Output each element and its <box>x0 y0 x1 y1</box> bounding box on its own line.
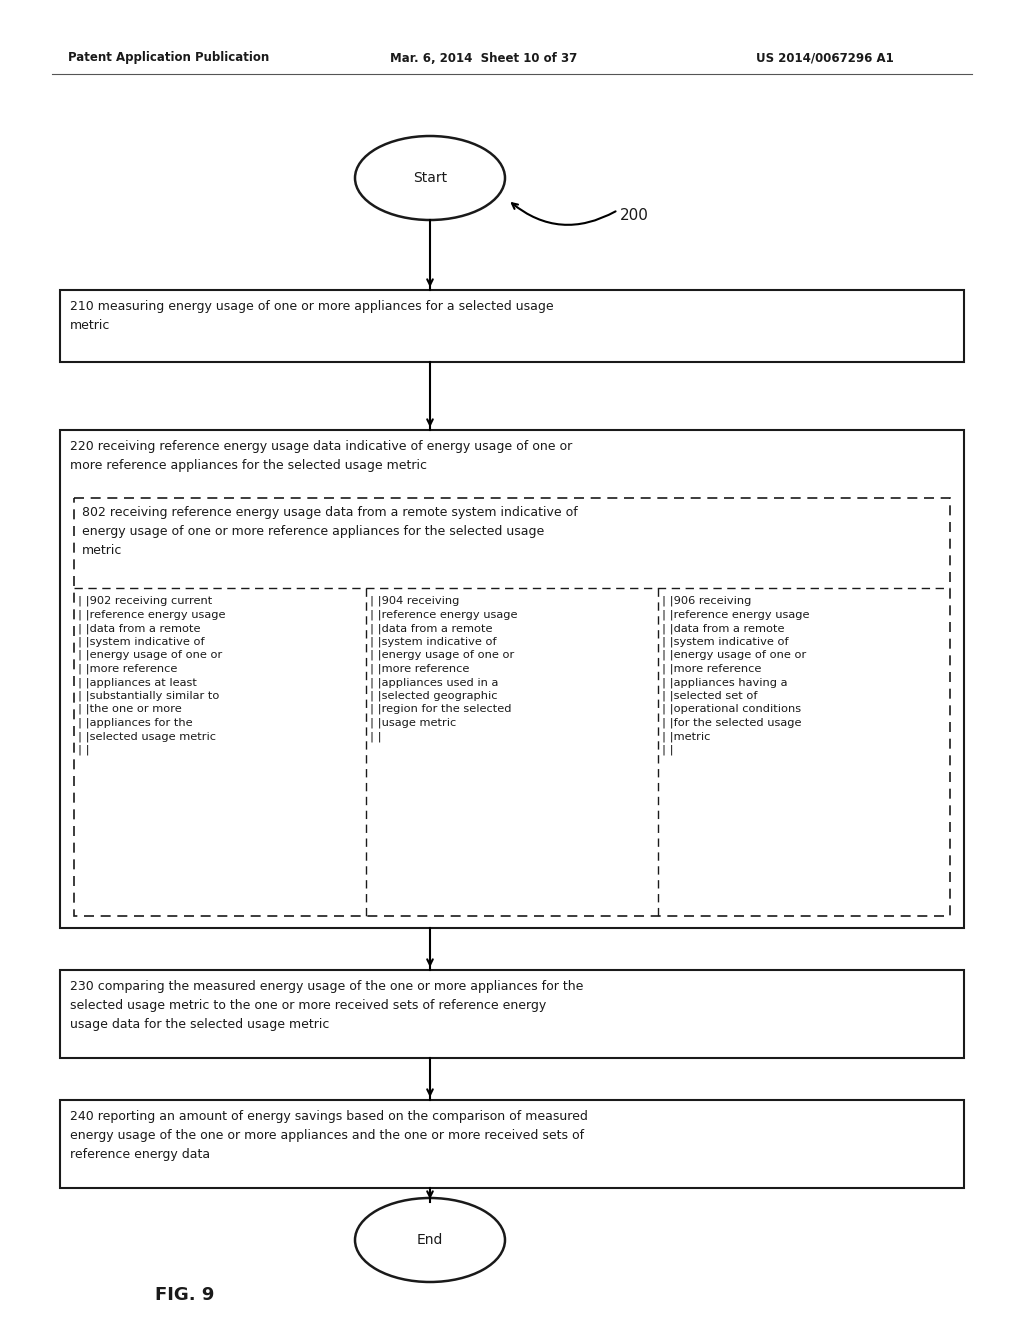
Text: | |operational conditions: | |operational conditions <box>662 704 801 714</box>
Text: | |data from a remote: | |data from a remote <box>370 623 493 634</box>
Text: 802 receiving reference energy usage data from a remote system indicative of
ene: 802 receiving reference energy usage dat… <box>82 506 578 557</box>
Text: | |902 receiving current: | |902 receiving current <box>78 597 212 606</box>
Text: | |more reference: | |more reference <box>370 664 469 675</box>
Text: 230 comparing the measured energy usage of the one or more appliances for the
se: 230 comparing the measured energy usage … <box>70 979 584 1031</box>
Text: | |904 receiving: | |904 receiving <box>370 597 460 606</box>
Text: 210 measuring energy usage of one or more appliances for a selected usage
metric: 210 measuring energy usage of one or mor… <box>70 300 554 333</box>
Text: Start: Start <box>413 172 447 185</box>
Text: | |selected geographic: | |selected geographic <box>370 690 498 701</box>
Text: | |system indicative of: | |system indicative of <box>78 636 205 647</box>
Text: | |the one or more: | |the one or more <box>78 704 181 714</box>
Text: | |selected set of: | |selected set of <box>662 690 758 701</box>
Text: | |system indicative of: | |system indicative of <box>370 636 497 647</box>
Text: | |appliances having a: | |appliances having a <box>662 677 787 688</box>
Text: | |energy usage of one or: | |energy usage of one or <box>78 649 222 660</box>
Text: 200: 200 <box>620 207 649 223</box>
Text: | |system indicative of: | |system indicative of <box>662 636 788 647</box>
Text: | |usage metric: | |usage metric <box>370 718 457 729</box>
Text: | |reference energy usage: | |reference energy usage <box>78 610 225 620</box>
Bar <box>60 1100 964 1188</box>
Text: | |reference energy usage: | |reference energy usage <box>370 610 517 620</box>
Text: End: End <box>417 1233 443 1247</box>
Text: | |metric: | |metric <box>662 731 711 742</box>
Text: | |region for the selected: | |region for the selected <box>370 704 512 714</box>
Text: Patent Application Publication: Patent Application Publication <box>68 51 269 65</box>
Text: 220 receiving reference energy usage data indicative of energy usage of one or
m: 220 receiving reference energy usage dat… <box>70 440 572 473</box>
Text: | |more reference: | |more reference <box>78 664 177 675</box>
Text: | |reference energy usage: | |reference energy usage <box>662 610 810 620</box>
Text: | |energy usage of one or: | |energy usage of one or <box>370 649 514 660</box>
Text: | |appliances for the: | |appliances for the <box>78 718 193 729</box>
Bar <box>60 290 964 362</box>
Text: | |for the selected usage: | |for the selected usage <box>662 718 802 729</box>
Text: | |data from a remote: | |data from a remote <box>78 623 201 634</box>
Text: | |substantially similar to: | |substantially similar to <box>78 690 219 701</box>
Bar <box>60 430 964 928</box>
Text: | |: | | <box>662 744 674 755</box>
Text: US 2014/0067296 A1: US 2014/0067296 A1 <box>756 51 894 65</box>
Bar <box>74 498 950 916</box>
Text: | |: | | <box>78 744 90 755</box>
Text: | |appliances used in a: | |appliances used in a <box>370 677 499 688</box>
Text: | |more reference: | |more reference <box>662 664 762 675</box>
Text: Mar. 6, 2014  Sheet 10 of 37: Mar. 6, 2014 Sheet 10 of 37 <box>390 51 578 65</box>
Text: | |data from a remote: | |data from a remote <box>662 623 784 634</box>
Text: | |selected usage metric: | |selected usage metric <box>78 731 216 742</box>
Text: | |energy usage of one or: | |energy usage of one or <box>662 649 806 660</box>
Bar <box>60 970 964 1059</box>
Text: | |906 receiving: | |906 receiving <box>662 597 752 606</box>
Text: 240 reporting an amount of energy savings based on the comparison of measured
en: 240 reporting an amount of energy saving… <box>70 1110 588 1162</box>
Text: FIG. 9: FIG. 9 <box>155 1286 214 1304</box>
Text: | |: | | <box>370 731 382 742</box>
Text: | |appliances at least: | |appliances at least <box>78 677 197 688</box>
